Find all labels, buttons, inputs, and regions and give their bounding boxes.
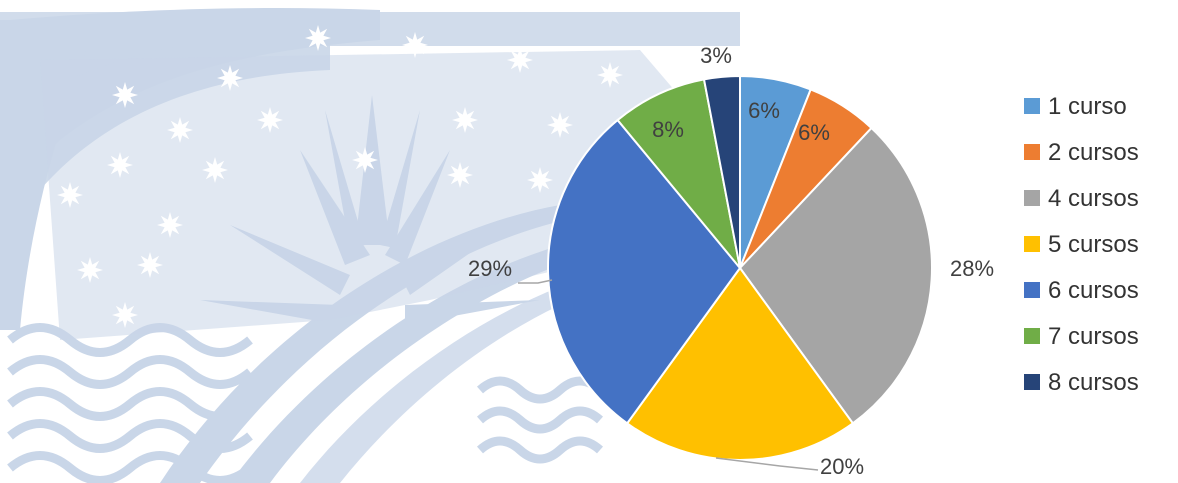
legend-entry-label: 1 curso xyxy=(1048,93,1127,120)
legend-entry-label: 2 cursos xyxy=(1048,139,1139,166)
legend-entry-label: 8 cursos xyxy=(1048,369,1139,396)
watermark-star-icon xyxy=(77,257,103,283)
pie-data-label: 28% xyxy=(950,256,994,281)
legend-swatch xyxy=(1024,190,1040,206)
watermark-star-icon xyxy=(527,167,553,193)
watermark-star-icon xyxy=(217,65,243,91)
watermark-star-icon xyxy=(57,182,83,208)
watermark-star-icon xyxy=(257,107,283,133)
pie-slice-7-cursos xyxy=(616,78,741,269)
legend-swatch xyxy=(1024,374,1040,390)
pie-data-label: 6% xyxy=(798,120,830,145)
watermark-star-icon xyxy=(112,82,138,108)
watermark-star-icon xyxy=(547,112,573,138)
watermark-star-icon xyxy=(402,32,428,58)
watermark-star-icon xyxy=(597,62,623,88)
watermark-star-icon xyxy=(157,212,183,238)
legend-entry-label: 4 cursos xyxy=(1048,185,1139,212)
pie-leader-line xyxy=(518,279,553,284)
waves-icon xyxy=(7,323,604,483)
legend-swatch xyxy=(1024,282,1040,298)
pie-data-label: 20% xyxy=(820,454,864,479)
legend-swatch xyxy=(1024,98,1040,114)
pie-data-label: 8% xyxy=(652,117,684,142)
pie-slice-8-cursos xyxy=(702,74,741,269)
pie-data-labels: 6% 6% 28% 20% 29% 8% 3% xyxy=(468,43,994,479)
watermark-star-icon xyxy=(447,162,473,188)
legend-entry-label: 7 cursos xyxy=(1048,323,1139,350)
pie-data-label: 6% xyxy=(748,98,780,123)
watermark-field xyxy=(40,50,700,340)
chart-legend: 1 curso 2 cursos 4 cursos 5 cursos 6 cursos 7… xyxy=(1024,93,1139,396)
seal-watermark-icon xyxy=(0,8,740,483)
legend-swatch xyxy=(1024,236,1040,252)
legend-entry-label: 6 cursos xyxy=(1048,277,1139,304)
legend-entry-label: 5 cursos xyxy=(1048,231,1139,258)
watermark-star-icon xyxy=(107,152,133,178)
watermark-star-icon xyxy=(202,157,228,183)
watermark-star-icon xyxy=(452,107,478,133)
watermark-star-icon xyxy=(305,25,331,51)
watermark-star-icon xyxy=(352,147,378,173)
legend-swatch xyxy=(1024,328,1040,344)
pie-chart xyxy=(547,74,933,461)
legend-swatch xyxy=(1024,144,1040,160)
stars-icon xyxy=(57,25,623,328)
pie-data-label: 29% xyxy=(468,256,512,281)
pie-leader-line xyxy=(715,457,819,471)
pie-slice-4-cursos xyxy=(738,126,933,425)
watermark-star-icon xyxy=(112,302,138,328)
pie-data-label: 3% xyxy=(700,43,732,68)
watermark-star-icon xyxy=(507,47,533,73)
pie-slice-5-cursos xyxy=(625,266,855,461)
watermark-star-icon xyxy=(167,117,193,143)
watermark-star-icon xyxy=(137,252,163,278)
pie-slice-6-cursos xyxy=(547,118,742,425)
